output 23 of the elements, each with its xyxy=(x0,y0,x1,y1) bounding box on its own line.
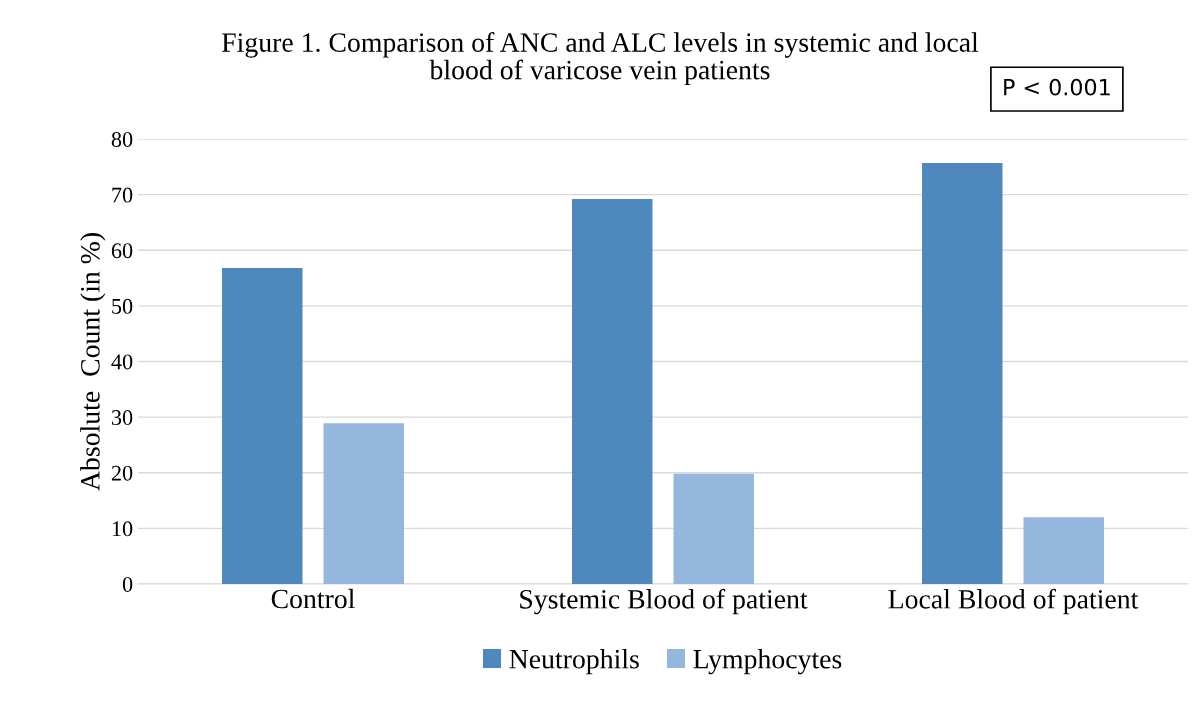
x-tick-label: Control xyxy=(271,588,355,609)
text: P < 0.001 xyxy=(1004,78,1110,96)
y-tick-label: 0 xyxy=(122,576,133,592)
y-tick-label: 20 xyxy=(111,465,133,481)
x-tick-label: Local Blood of patient xyxy=(888,588,1139,615)
y-tick-label: 30 xyxy=(111,410,133,426)
bar xyxy=(673,473,754,584)
y-tick-label: 70 xyxy=(112,187,133,203)
chart-title: Figure 1. Comparison of ANC and ALC levels in systemic and local blood of varicose vein patients xyxy=(221,32,979,86)
x-tick-label: Systemic Blood of patient xyxy=(520,588,808,615)
y-axis-title: Absolute Count (in %) xyxy=(80,233,106,491)
y-tick-label: 10 xyxy=(112,521,133,537)
y-tick-label: 60 xyxy=(111,243,133,259)
bar xyxy=(222,268,303,584)
legend-label: Lymphocytes xyxy=(693,648,842,675)
y-tick-label: 50 xyxy=(112,298,133,314)
bar xyxy=(572,199,653,584)
legend-label: Neutrophils xyxy=(509,648,639,675)
bar xyxy=(922,162,1003,584)
bar xyxy=(323,423,404,584)
y-tick-label: 80 xyxy=(111,131,133,147)
bar xyxy=(1023,517,1104,584)
y-tick-label: 40 xyxy=(111,354,133,370)
